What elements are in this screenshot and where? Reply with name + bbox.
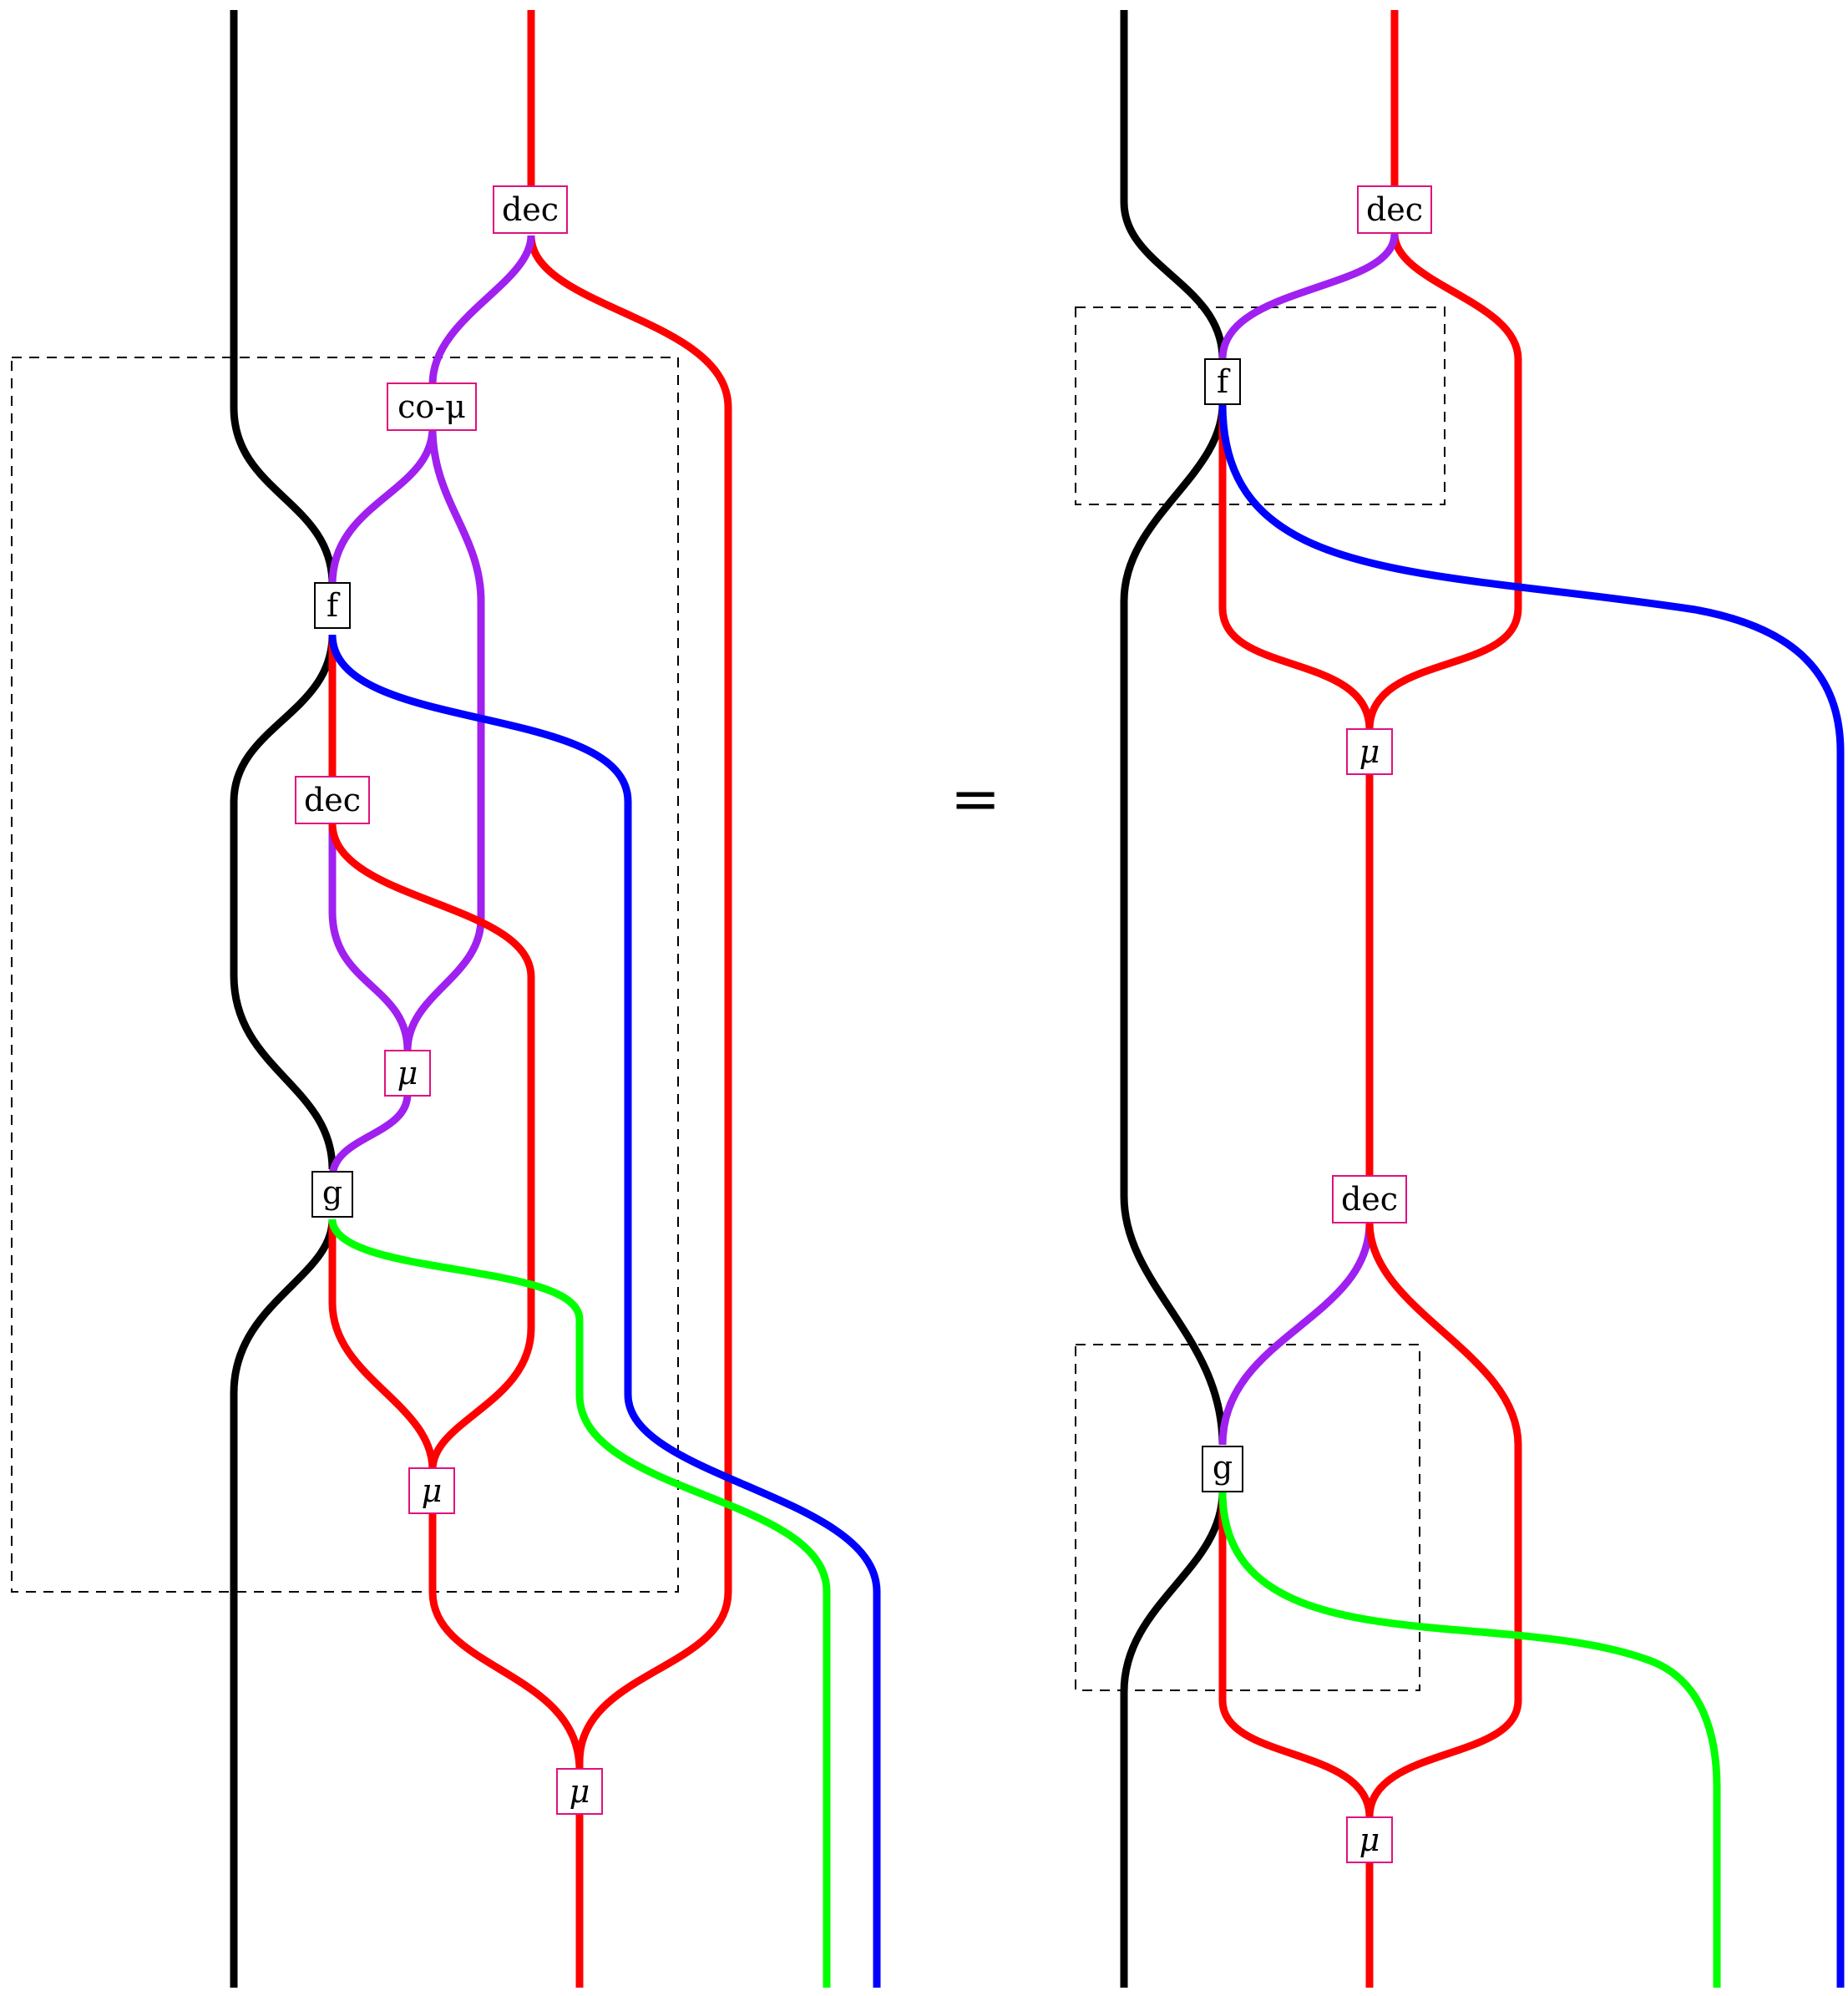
left-blue-wire <box>328 634 881 1988</box>
node-label: μ <box>397 1055 418 1092</box>
node-label: g <box>1213 1449 1233 1486</box>
right-diagram: dec f μ dec g μ <box>1075 10 1845 1988</box>
right-green-wire <box>1218 1491 1721 1988</box>
left-diagram: dec co-μ f dec μ g μ μ <box>11 10 881 1988</box>
left-node-g: g <box>311 1171 353 1218</box>
left-green-wire <box>328 1218 831 1988</box>
right-node-mu-2: μ <box>1346 1816 1393 1863</box>
right-dashed-frame-bottom <box>1075 1344 1420 1691</box>
right-node-dec-top: dec <box>1357 185 1432 234</box>
left-node-co-mu: co-μ <box>387 382 477 431</box>
node-label: dec <box>1341 1181 1398 1218</box>
left-node-mu-2: μ <box>408 1467 455 1514</box>
left-node-dec-mid: dec <box>295 776 370 824</box>
right-red-wire-dec2-right <box>1365 1222 1522 1818</box>
node-label: f <box>1217 363 1231 400</box>
left-node-mu-3: μ <box>556 1768 603 1815</box>
left-red-wire-g <box>328 1219 437 1471</box>
left-black-wire <box>230 10 337 1988</box>
left-red-wire-dec2-right <box>328 823 535 1471</box>
right-red-wire-g-mu2 <box>1218 1492 1374 1818</box>
node-label: dec <box>1366 191 1423 228</box>
node-label: g <box>322 1174 342 1211</box>
node-label: f <box>327 587 341 624</box>
left-red-wire-mu2-mu3 <box>428 1513 584 1771</box>
node-label: dec <box>502 191 559 228</box>
equals-sign: = <box>950 763 1000 833</box>
right-purple-wire-top <box>1218 233 1399 360</box>
left-node-dec-top: dec <box>493 185 568 234</box>
right-node-mu-1: μ <box>1346 728 1393 775</box>
right-node-dec-bottom: dec <box>1332 1175 1407 1223</box>
left-purple-wire-to-f <box>328 427 437 585</box>
left-purple-wire-dec2 <box>328 823 412 1051</box>
right-blue-wire <box>1218 403 1845 1988</box>
right-red-wire-top <box>1365 10 1522 731</box>
node-label: μ <box>1359 733 1380 770</box>
right-node-f: f <box>1204 358 1241 405</box>
left-node-f: f <box>314 582 351 629</box>
node-label: μ <box>422 1472 443 1509</box>
left-dashed-frame <box>11 357 679 1593</box>
right-black-wire <box>1120 10 1227 1988</box>
left-red-wire-main <box>527 10 732 1771</box>
right-red-wire-f-mu1 <box>1218 404 1374 731</box>
left-purple-wire-top <box>428 235 535 385</box>
left-purple-wire-long <box>403 427 485 1051</box>
right-purple-wire-bottom <box>1218 1222 1374 1446</box>
left-node-mu-1: μ <box>384 1050 431 1097</box>
node-label: dec <box>304 782 361 818</box>
node-label: μ <box>1359 1821 1380 1858</box>
node-label: μ <box>570 1773 590 1810</box>
left-purple-wire-to-g <box>328 1093 412 1178</box>
right-dashed-frame-top <box>1075 306 1445 505</box>
right-node-g: g <box>1202 1446 1243 1492</box>
node-label: co-μ <box>397 388 466 425</box>
